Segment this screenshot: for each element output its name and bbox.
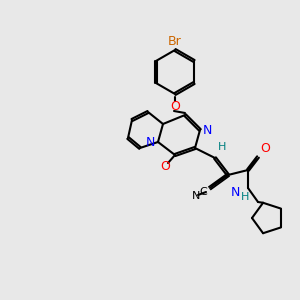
Text: H: H	[241, 192, 249, 202]
Text: N: N	[192, 191, 200, 201]
Text: O: O	[170, 100, 180, 112]
Text: O: O	[160, 160, 170, 173]
Text: Br: Br	[168, 35, 182, 48]
Text: C: C	[199, 187, 207, 197]
Text: O: O	[260, 142, 270, 155]
Text: H: H	[218, 142, 226, 152]
Text: N: N	[146, 136, 155, 148]
Text: N: N	[231, 185, 240, 199]
Text: N: N	[203, 124, 212, 136]
